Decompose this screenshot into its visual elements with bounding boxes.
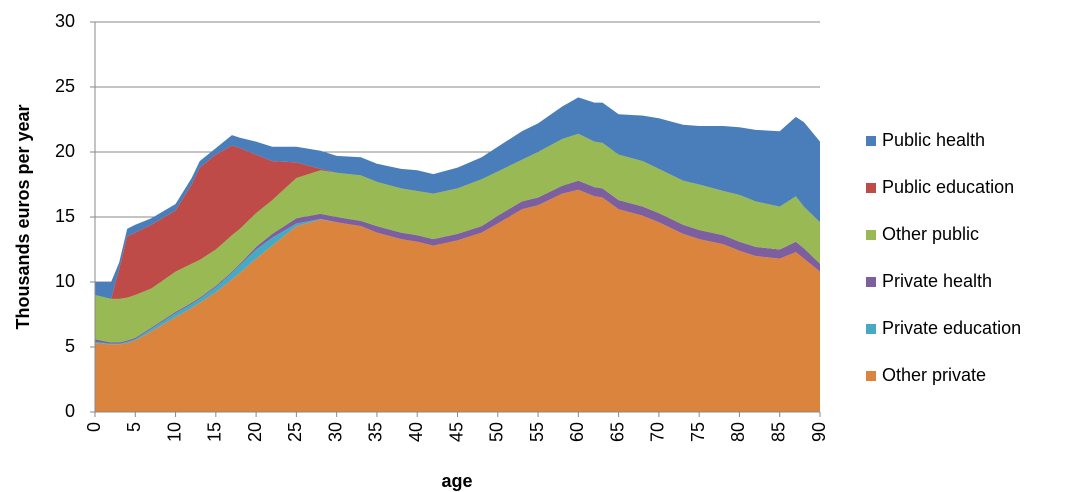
y-tick-label: 30 [55,11,75,31]
x-tick-label: 85 [768,422,788,442]
x-tick-label: 20 [245,422,265,442]
x-tick-label: 55 [527,422,547,442]
legend-label: Public health [882,130,985,150]
y-tick-label: 15 [55,206,75,226]
x-tick-label: 5 [124,422,144,432]
x-tick-label: 60 [567,422,587,442]
legend-swatch [866,324,876,334]
legend-swatch [866,371,876,381]
x-tick-label: 30 [325,422,345,442]
x-tick-label: 25 [285,422,305,442]
legend-label: Private education [882,318,1021,338]
legend-label: Public education [882,177,1014,197]
x-tick-label: 80 [728,422,748,442]
y-tick-label: 5 [65,336,75,356]
x-axis-label: age [441,471,472,491]
y-axis-label: Thousands euros per year [13,104,33,329]
y-tick-label: 20 [55,141,75,161]
x-tick-label: 10 [164,422,184,442]
y-tick-label: 25 [55,76,75,96]
legend-label: Private health [882,271,992,291]
y-tick-label: 10 [55,271,75,291]
legend-swatch [866,230,876,240]
x-tick-label: 65 [607,422,627,442]
x-tick-label: 40 [406,422,426,442]
x-tick-label: 45 [446,422,466,442]
plot-area [95,21,820,413]
legend-swatch [866,183,876,193]
x-tick-label: 0 [84,422,104,432]
legend-swatch [866,136,876,146]
legend-label: Other private [882,365,986,385]
legend-label: Other public [882,224,979,244]
x-tick-label: 35 [366,422,386,442]
area [95,189,820,345]
x-tick-label: 70 [648,422,668,442]
area [95,133,820,343]
area [95,133,820,299]
x-tick-label: 15 [205,422,225,442]
x-tick-label: 50 [487,422,507,442]
area [95,97,820,299]
x-tick-label: 75 [688,422,708,442]
area [95,189,820,412]
x-tick-label: 90 [809,422,829,442]
y-tick-label: 0 [65,401,75,421]
legend-swatch [866,277,876,287]
